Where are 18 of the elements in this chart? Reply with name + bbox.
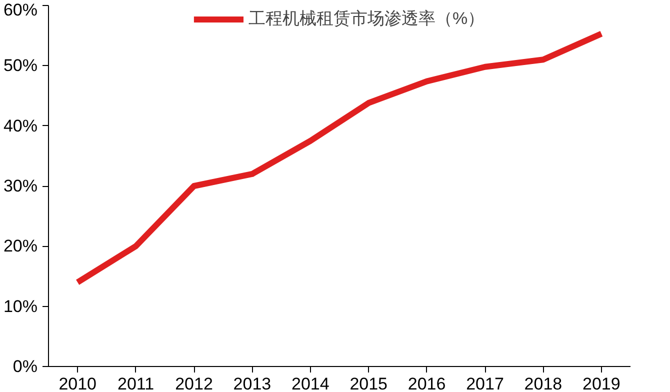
x-tick-label: 2018 (524, 374, 562, 392)
x-tick-label: 2013 (233, 374, 272, 392)
x-tick-label: 2014 (291, 374, 330, 392)
x-tick-label: 2011 (118, 374, 154, 392)
x-tick-label: 2015 (350, 374, 388, 392)
x-tick-label: 2010 (58, 374, 97, 392)
x-tick-label: 2012 (175, 374, 213, 392)
legend-label: 工程机械租赁市场渗透率（%） (248, 8, 485, 30)
y-tick-label: 20% (3, 236, 38, 256)
y-tick-label: 10% (3, 296, 38, 316)
x-tick-label: 2019 (582, 374, 620, 392)
x-tick-label: 2016 (408, 374, 446, 392)
y-tick-label: 50% (3, 56, 38, 76)
y-tick-label: 60% (3, 0, 38, 20)
y-tick-label: 40% (3, 116, 38, 136)
x-tick-label: 2017 (466, 374, 504, 392)
y-tick-label: 0% (12, 357, 38, 376)
y-tick-label: 30% (3, 176, 38, 196)
